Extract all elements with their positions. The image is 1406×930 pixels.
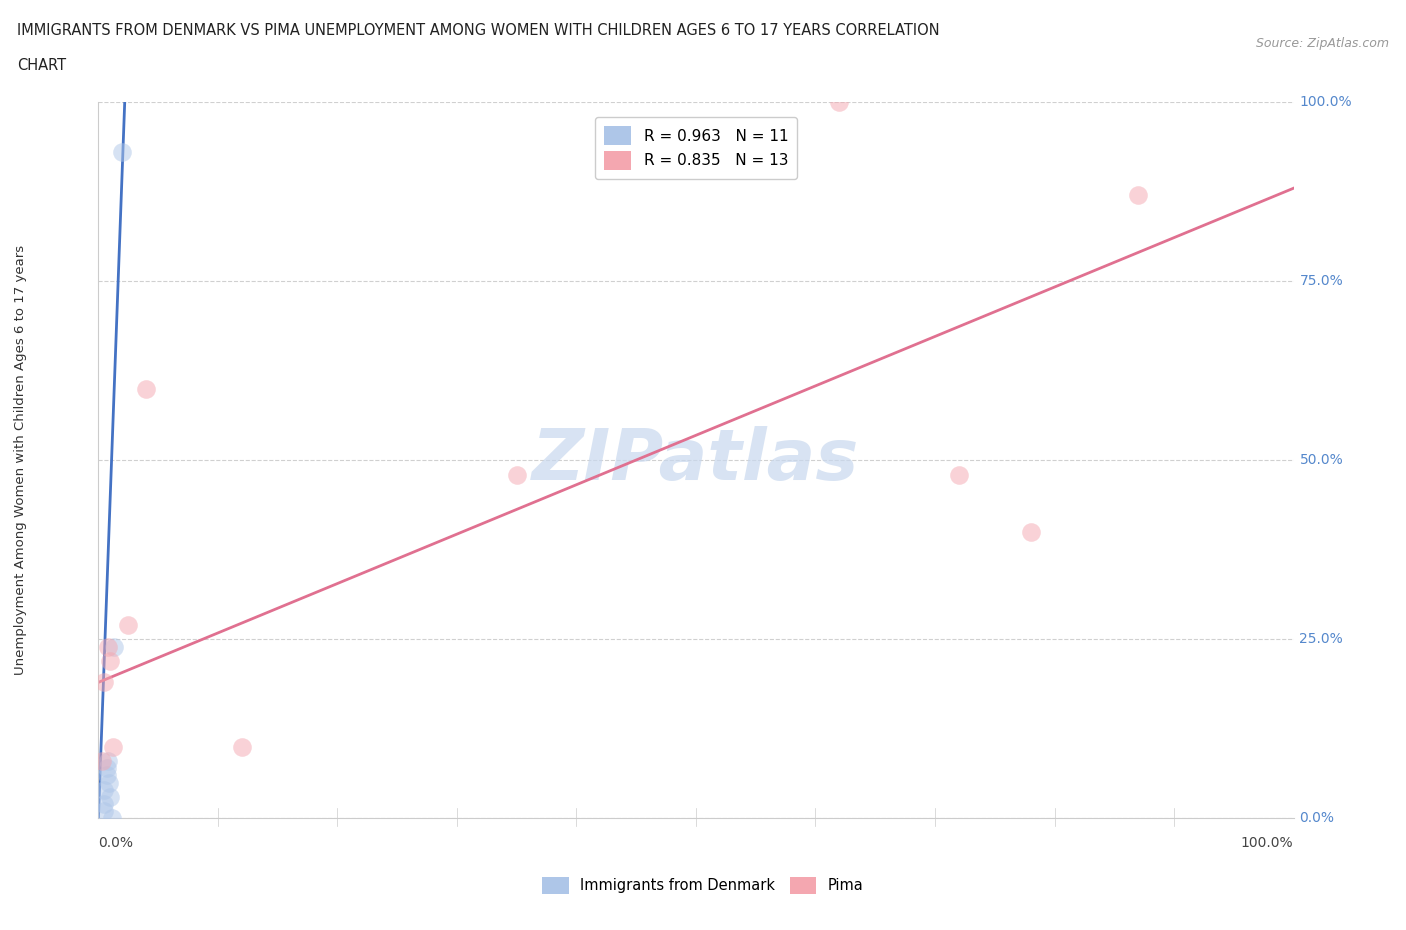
Text: ZIPatlas: ZIPatlas xyxy=(533,426,859,495)
Point xyxy=(828,95,851,110)
Text: Source: ZipAtlas.com: Source: ZipAtlas.com xyxy=(1256,37,1389,50)
Point xyxy=(91,753,114,768)
Point xyxy=(135,381,157,396)
Legend: R = 0.963   N = 11, R = 0.835   N = 13: R = 0.963 N = 11, R = 0.835 N = 13 xyxy=(595,117,797,179)
Point xyxy=(1128,188,1150,203)
Point xyxy=(231,739,253,754)
Text: 0.0%: 0.0% xyxy=(98,836,134,850)
Point xyxy=(98,776,121,790)
Point xyxy=(948,467,970,482)
Point xyxy=(100,811,122,826)
Text: 75.0%: 75.0% xyxy=(1299,274,1343,288)
Point xyxy=(96,761,118,776)
Text: Unemployment Among Women with Children Ages 6 to 17 years: Unemployment Among Women with Children A… xyxy=(14,246,27,675)
Point xyxy=(111,145,134,160)
Point xyxy=(98,790,122,804)
Point xyxy=(1019,525,1042,539)
Point xyxy=(117,618,139,632)
Point xyxy=(103,639,125,654)
Point xyxy=(96,768,118,783)
Point xyxy=(98,654,122,669)
Point xyxy=(97,753,120,768)
Point xyxy=(93,797,115,812)
Text: 25.0%: 25.0% xyxy=(1299,632,1343,646)
Text: 0.0%: 0.0% xyxy=(1299,811,1334,826)
Point xyxy=(97,639,120,654)
Text: 100.0%: 100.0% xyxy=(1299,95,1353,110)
Legend: Immigrants from Denmark, Pima: Immigrants from Denmark, Pima xyxy=(537,871,869,899)
Text: IMMIGRANTS FROM DENMARK VS PIMA UNEMPLOYMENT AMONG WOMEN WITH CHILDREN AGES 6 TO: IMMIGRANTS FROM DENMARK VS PIMA UNEMPLOY… xyxy=(17,23,939,38)
Text: CHART: CHART xyxy=(17,58,66,73)
Point xyxy=(506,467,529,482)
Point xyxy=(93,804,115,818)
Point xyxy=(93,782,115,797)
Text: 100.0%: 100.0% xyxy=(1241,836,1294,850)
Text: 50.0%: 50.0% xyxy=(1299,453,1343,468)
Point xyxy=(101,739,124,754)
Point xyxy=(93,675,115,690)
